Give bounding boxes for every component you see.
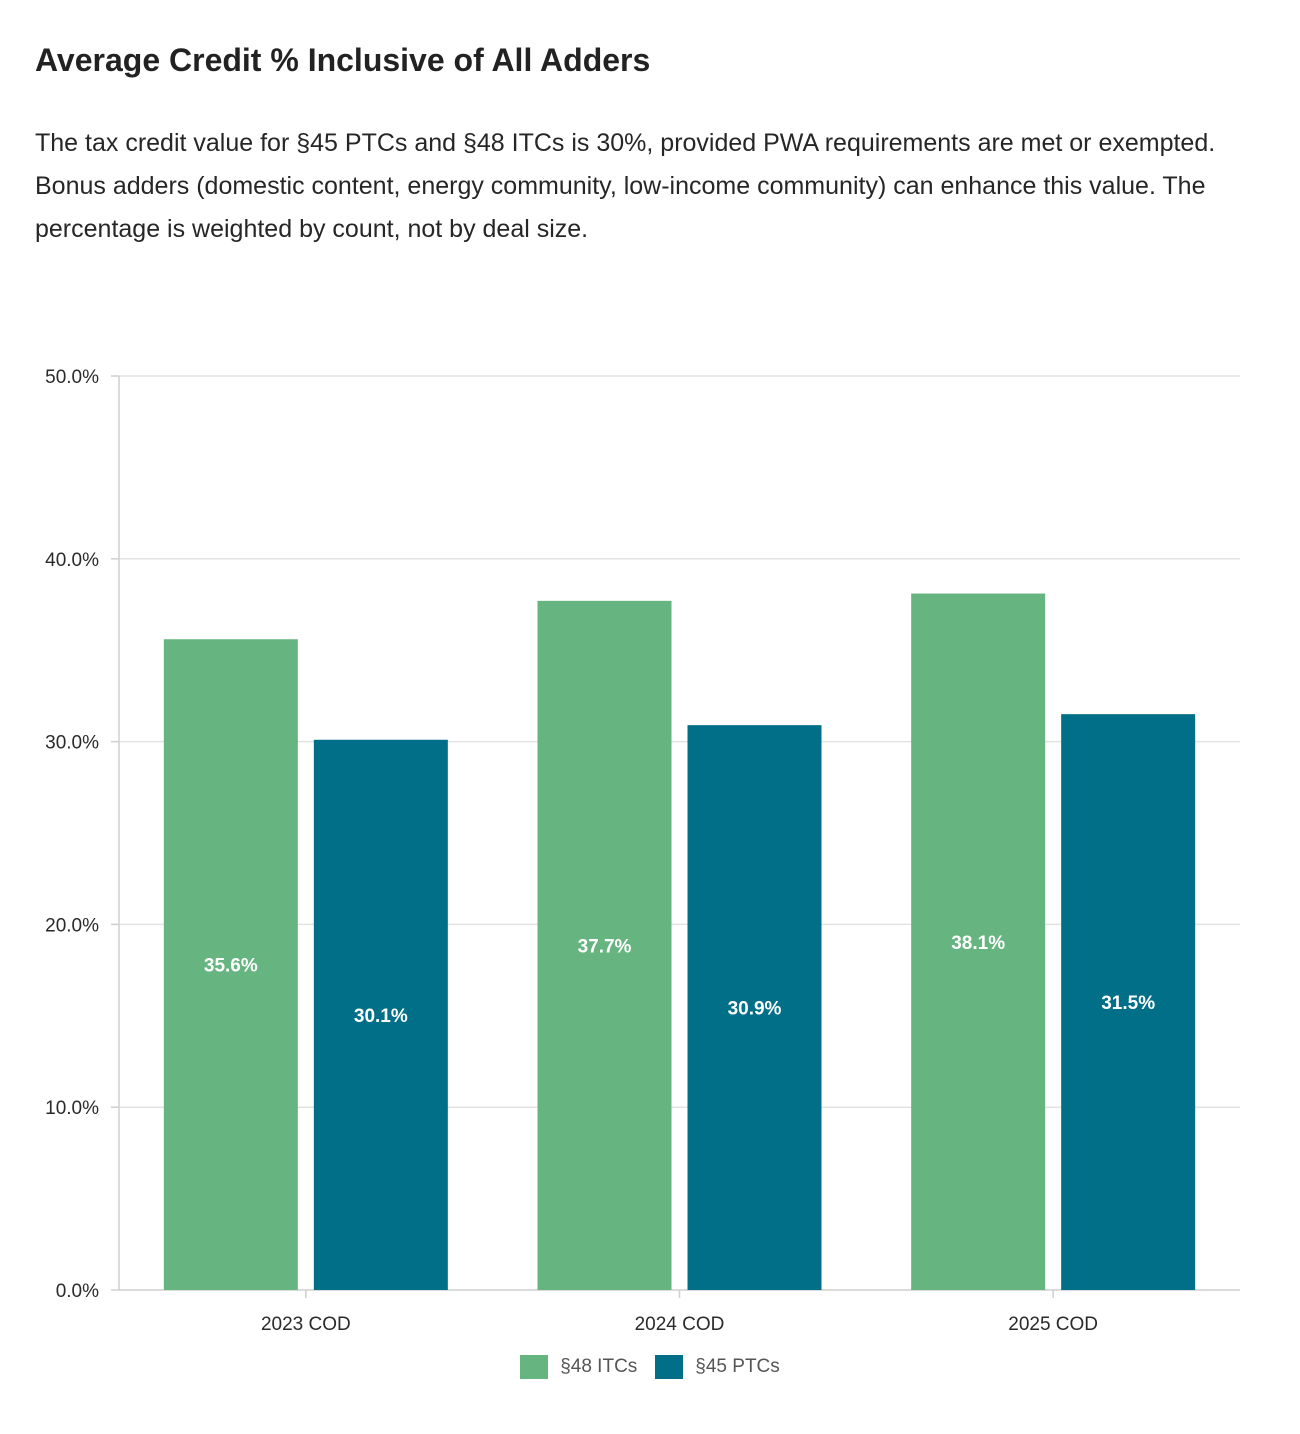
- legend-swatch-itc: [520, 1355, 549, 1379]
- y-tick-label: 10.0%: [45, 1098, 99, 1119]
- legend-label-itc: §48 ITCs: [560, 1356, 638, 1377]
- bar-itc: [537, 600, 672, 1290]
- bar-itc: [163, 639, 298, 1290]
- x-tick-label: 2023 COD: [261, 1314, 351, 1335]
- legend-label-ptc: §45 PTCs: [695, 1356, 780, 1377]
- bar-value-label: 38.1%: [951, 933, 1005, 954]
- bar-value-label: 30.9%: [728, 999, 782, 1020]
- bar-ptc: [1061, 714, 1196, 1290]
- bar-value-label: 30.1%: [354, 1006, 408, 1027]
- bar-itc: [911, 593, 1046, 1290]
- y-tick-label: 30.0%: [45, 733, 99, 754]
- legend-swatch-ptc: [655, 1355, 684, 1379]
- legend: §48 ITCs §45 PTCs: [0, 1355, 1300, 1379]
- bar-value-label: 35.6%: [204, 956, 258, 977]
- chart-title: Average Credit % Inclusive of All Adders: [35, 42, 651, 78]
- chart-description: The tax credit value for §45 PTCs and §4…: [35, 129, 1216, 243]
- bar-ptc: [313, 739, 448, 1290]
- legend-item-ptc[interactable]: §45 PTCs: [655, 1355, 780, 1379]
- y-tick-label: 20.0%: [45, 915, 99, 936]
- bar-ptc: [687, 725, 822, 1290]
- bar-value-label: 37.7%: [578, 936, 632, 957]
- bar-value-label: 31.5%: [1101, 993, 1155, 1014]
- x-tick-label: 2024 COD: [635, 1314, 725, 1335]
- x-tick-label: 2025 COD: [1008, 1314, 1098, 1335]
- legend-item-itc[interactable]: §48 ITCs: [520, 1355, 637, 1379]
- y-tick-label: 50.0%: [45, 367, 99, 388]
- y-tick-label: 40.0%: [45, 550, 99, 571]
- y-tick-label: 0.0%: [56, 1281, 99, 1302]
